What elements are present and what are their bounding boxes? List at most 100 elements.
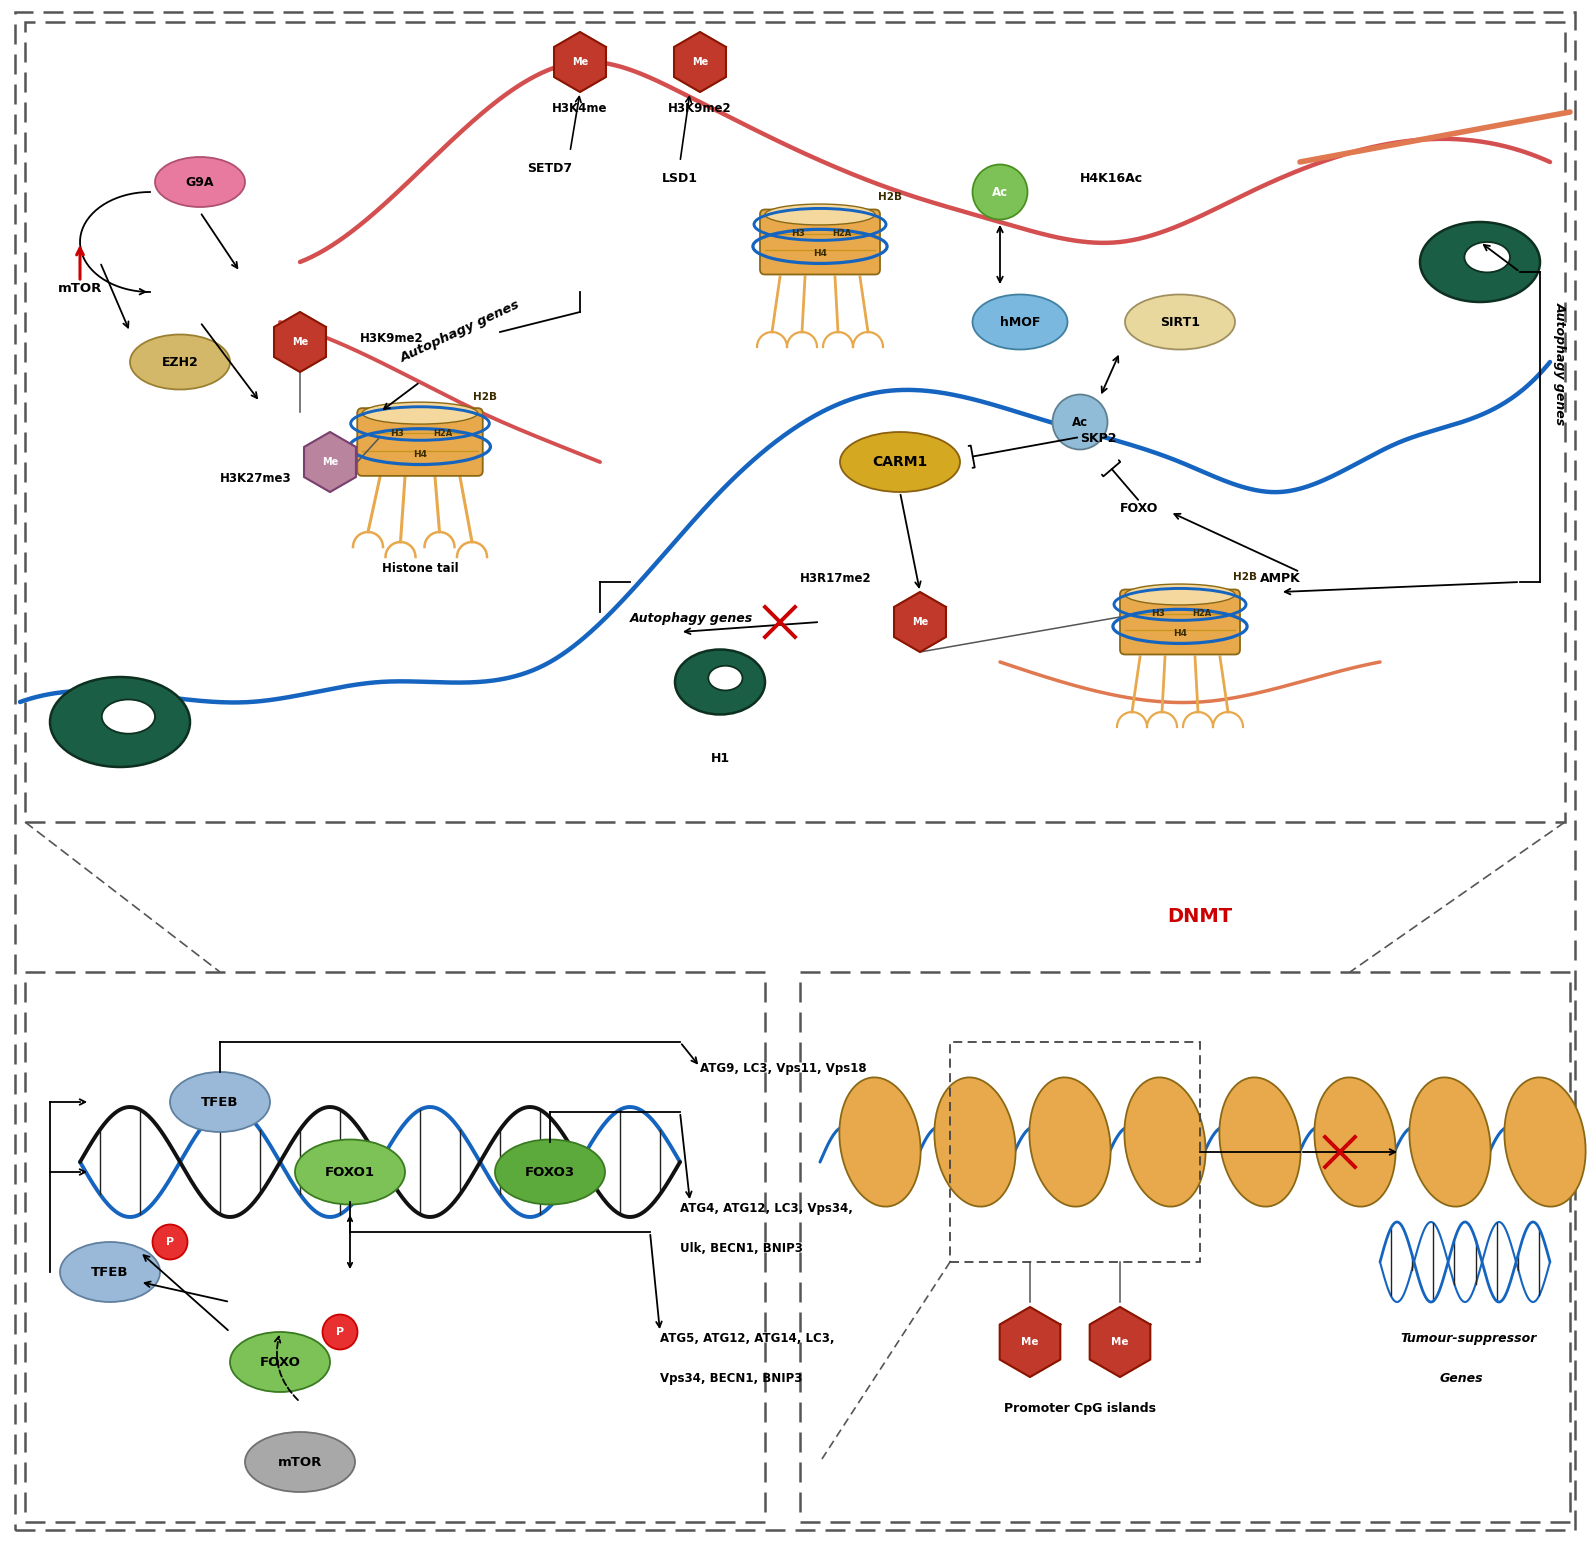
FancyBboxPatch shape [357, 409, 483, 476]
Text: SETD7: SETD7 [528, 162, 573, 174]
Text: AMPK: AMPK [1260, 572, 1302, 584]
Ellipse shape [1124, 295, 1235, 350]
Text: TFEB: TFEB [201, 1095, 239, 1109]
Ellipse shape [230, 1332, 330, 1392]
Ellipse shape [246, 1433, 356, 1493]
Bar [801, 971, 1569, 1522]
Ellipse shape [61, 1241, 160, 1301]
Text: FOXO: FOXO [1120, 503, 1158, 515]
Ellipse shape [102, 700, 155, 734]
Text: FOXO: FOXO [260, 1355, 300, 1368]
Ellipse shape [1504, 1078, 1585, 1206]
Polygon shape [274, 311, 325, 372]
Text: H4: H4 [413, 450, 427, 460]
Text: mTOR: mTOR [57, 282, 102, 295]
Text: DNMT: DNMT [1168, 907, 1233, 927]
Text: Genes: Genes [1440, 1372, 1483, 1385]
Text: Ulk, BECN1, BNIP3: Ulk, BECN1, BNIP3 [679, 1241, 802, 1255]
Text: G9A: G9A [185, 176, 214, 188]
Text: Tumour-suppressor: Tumour-suppressor [1400, 1332, 1536, 1345]
Ellipse shape [322, 1314, 357, 1349]
Text: Me: Me [573, 57, 589, 66]
Text: H3K27me3: H3K27me3 [220, 472, 292, 486]
Text: ATG9, LC3, Vps11, Vps18: ATG9, LC3, Vps11, Vps18 [700, 1062, 866, 1075]
Polygon shape [305, 432, 356, 492]
Polygon shape [553, 32, 606, 93]
Text: EZH2: EZH2 [161, 356, 198, 369]
Text: SKP2: SKP2 [1080, 432, 1116, 446]
Ellipse shape [1464, 242, 1510, 273]
Text: FOXO1: FOXO1 [325, 1166, 375, 1178]
Text: ATG5, ATG12, ATG14, LC3,: ATG5, ATG12, ATG14, LC3, [660, 1332, 834, 1345]
Text: H3: H3 [389, 429, 404, 438]
Ellipse shape [1410, 1078, 1491, 1206]
Ellipse shape [839, 1078, 920, 1206]
FancyBboxPatch shape [759, 210, 880, 274]
Ellipse shape [675, 649, 766, 714]
Text: FOXO3: FOXO3 [525, 1166, 576, 1178]
Text: Histone tail: Histone tail [381, 561, 458, 575]
Ellipse shape [171, 1072, 270, 1132]
Ellipse shape [155, 157, 246, 207]
Text: Vps34, BECN1, BNIP3: Vps34, BECN1, BNIP3 [660, 1372, 802, 1385]
Text: P: P [337, 1328, 345, 1337]
Bar [26, 22, 1565, 822]
Text: Autophagy genes: Autophagy genes [630, 612, 753, 625]
Ellipse shape [1124, 584, 1235, 604]
Ellipse shape [131, 335, 230, 390]
Ellipse shape [841, 432, 960, 492]
Text: H3K9me2: H3K9me2 [668, 102, 732, 116]
Text: H2A: H2A [833, 230, 852, 239]
Polygon shape [675, 32, 726, 93]
Ellipse shape [766, 204, 876, 225]
Text: H3: H3 [1152, 609, 1164, 618]
Text: H3: H3 [791, 230, 805, 239]
Text: H2B: H2B [1233, 572, 1257, 581]
Text: H2B: H2B [877, 193, 903, 202]
Text: mTOR: mTOR [278, 1456, 322, 1468]
Text: Me: Me [1021, 1337, 1038, 1348]
Text: H4: H4 [1172, 629, 1187, 638]
Ellipse shape [1219, 1078, 1300, 1206]
Polygon shape [895, 592, 946, 652]
Ellipse shape [295, 1140, 405, 1204]
Ellipse shape [362, 402, 478, 424]
Bar [26, 971, 766, 1522]
Ellipse shape [1029, 1078, 1110, 1206]
Text: H2A: H2A [434, 429, 453, 438]
Text: H2A: H2A [1193, 609, 1212, 618]
Ellipse shape [49, 677, 190, 766]
Text: H3K4me: H3K4me [552, 102, 608, 116]
Polygon shape [1089, 1308, 1150, 1377]
Text: H3R17me2: H3R17me2 [801, 572, 871, 584]
Text: Autophagy genes: Autophagy genes [399, 298, 522, 365]
FancyBboxPatch shape [1120, 589, 1239, 654]
Text: hMOF: hMOF [1000, 316, 1040, 328]
Text: SIRT1: SIRT1 [1160, 316, 1199, 328]
Text: H4: H4 [813, 250, 826, 259]
Text: Me: Me [912, 617, 928, 628]
Ellipse shape [1314, 1078, 1396, 1206]
Text: Me: Me [1112, 1337, 1129, 1348]
Text: ATG4, ATG12, LC3, Vps34,: ATG4, ATG12, LC3, Vps34, [679, 1203, 853, 1215]
Text: Ac: Ac [1072, 415, 1088, 429]
Text: H1: H1 [710, 752, 729, 765]
Text: CARM1: CARM1 [872, 455, 928, 469]
Text: Me: Me [692, 57, 708, 66]
Text: TFEB: TFEB [91, 1266, 129, 1278]
Text: Promoter CpG islands: Promoter CpG islands [1003, 1402, 1156, 1416]
Ellipse shape [153, 1224, 188, 1260]
Text: LSD1: LSD1 [662, 173, 699, 185]
Ellipse shape [1053, 395, 1107, 450]
Text: H4K16Ac: H4K16Ac [1080, 173, 1144, 185]
Text: Ac: Ac [992, 185, 1008, 199]
Text: H3K9me2: H3K9me2 [360, 332, 424, 345]
Text: Autophagy genes: Autophagy genes [1554, 302, 1566, 426]
Ellipse shape [1124, 1078, 1206, 1206]
Ellipse shape [1420, 222, 1541, 302]
Ellipse shape [494, 1140, 605, 1204]
Bar [951, 1042, 1199, 1261]
Polygon shape [1000, 1308, 1061, 1377]
Text: Me: Me [322, 456, 338, 467]
Ellipse shape [973, 295, 1067, 350]
